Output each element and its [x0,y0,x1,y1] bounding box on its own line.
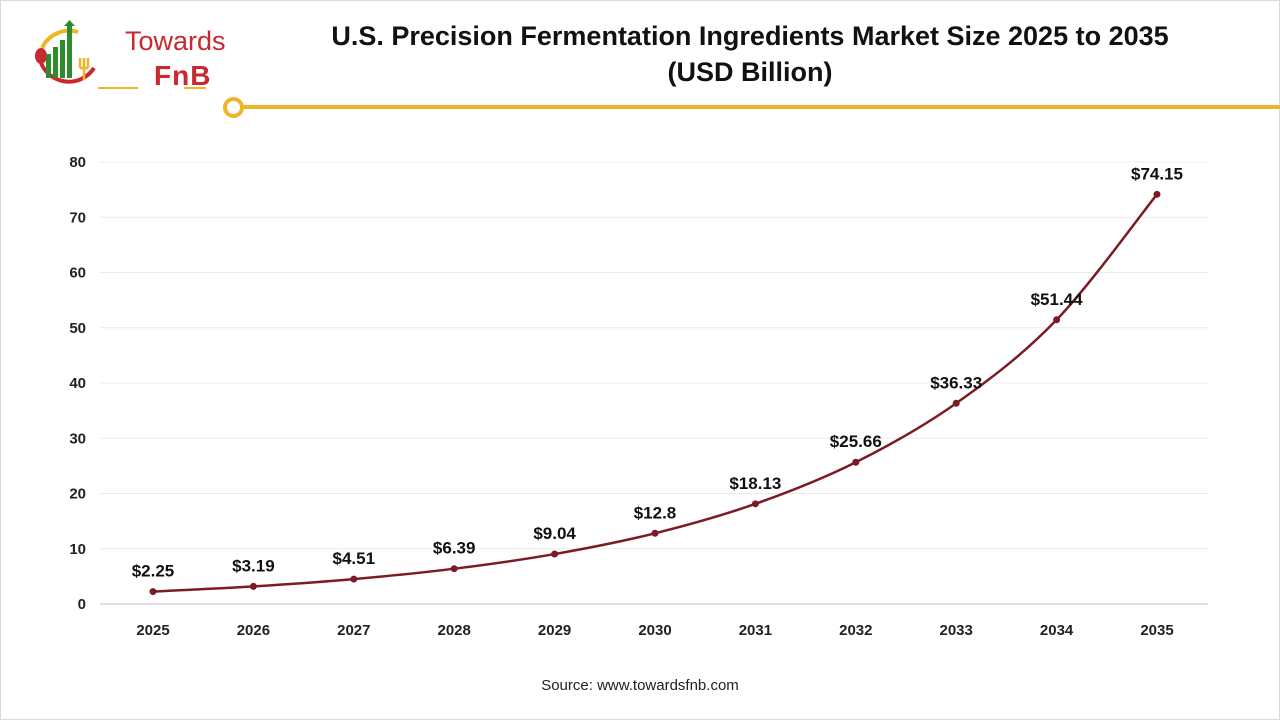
y-tick-label: 50 [69,320,86,337]
data-point [450,565,458,573]
data-point [249,582,257,590]
title-line-2: (USD Billion) [667,57,833,87]
x-tick-label: 2033 [940,622,973,639]
x-tick-label: 2029 [538,622,571,639]
data-label: $74.15 [1131,164,1183,183]
data-label: $51.44 [1031,290,1084,309]
data-point [350,575,358,583]
data-point [1053,316,1061,324]
logo-text-fnb: FnB [154,60,212,91]
data-point [1153,190,1161,198]
data-point [852,458,860,466]
y-tick-label: 0 [78,596,86,613]
data-point [952,399,960,407]
data-point [751,500,759,508]
y-tick-label: 70 [69,209,86,226]
data-point [651,529,659,537]
data-point [551,550,559,558]
data-label: $6.39 [433,539,476,558]
logo-divider [98,87,138,89]
title-line-1: U.S. Precision Fermentation Ingredients … [331,21,1169,51]
chart-title: U.S. Precision Fermentation Ingredients … [250,18,1250,90]
data-label: $18.13 [729,474,781,493]
y-tick-label: 10 [69,541,86,558]
x-tick-label: 2035 [1140,622,1173,639]
x-tick-label: 2026 [237,622,270,639]
y-tick-label: 20 [69,486,86,503]
data-label: $3.19 [232,556,275,575]
x-tick-label: 2032 [839,622,872,639]
logo-text-towards: Towards [125,26,226,56]
logo-divider [184,87,206,89]
y-tick-label: 30 [69,430,86,447]
data-label: $25.66 [830,432,882,451]
y-tick-label: 60 [69,265,86,282]
towards-fnb-logo: Towards FnB [28,18,226,91]
data-label: $9.04 [533,524,576,543]
x-tick-label: 2034 [1040,622,1074,639]
data-label: $36.33 [930,373,982,392]
data-label: $4.51 [333,549,376,568]
title-rule-ring [223,97,244,118]
y-tick-label: 80 [69,154,86,171]
logo-emblem-icon [35,20,96,84]
data-point [149,588,157,596]
data-label: $12.8 [634,503,677,522]
x-tick-label: 2031 [739,622,772,639]
x-tick-label: 2027 [337,622,370,639]
y-tick-label: 40 [69,375,86,392]
data-label: $2.25 [132,562,175,581]
x-tick-label: 2025 [136,622,169,639]
title-rule [240,105,1280,109]
series-line [152,193,1158,593]
x-tick-label: 2030 [638,622,671,639]
x-tick-label: 2028 [438,622,471,639]
source-note: Source: www.towardsfnb.com [541,677,739,694]
